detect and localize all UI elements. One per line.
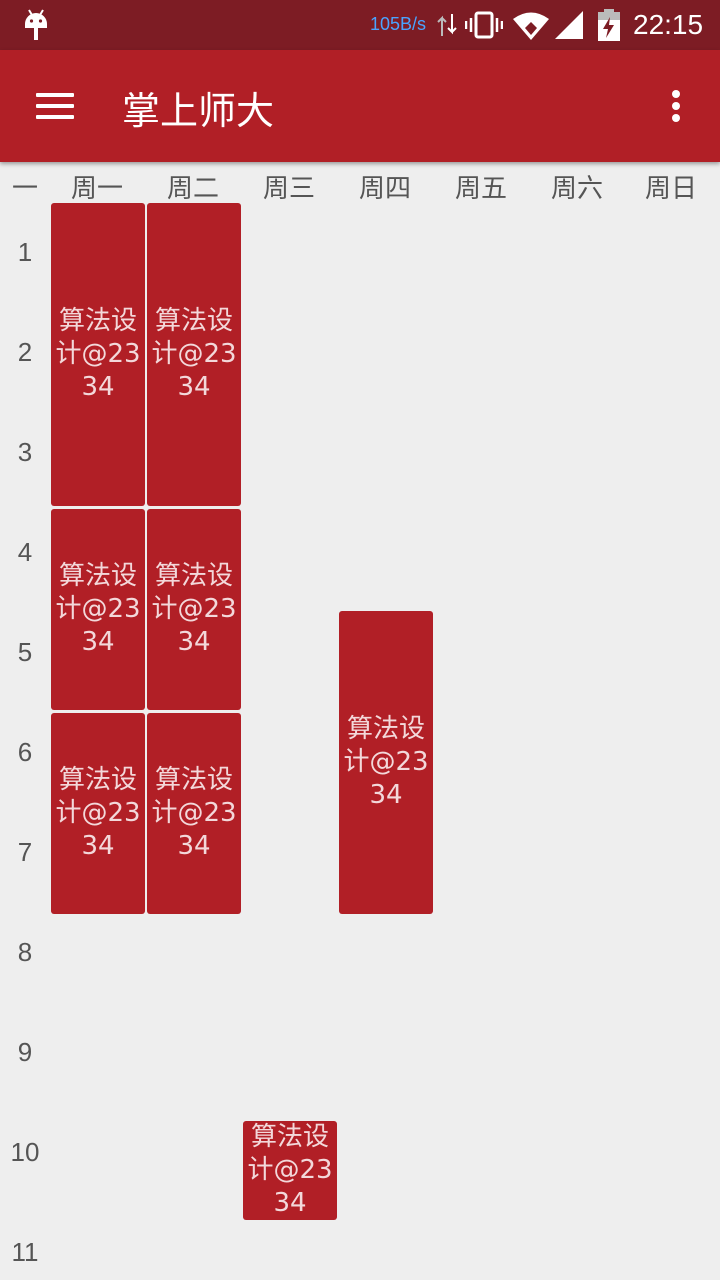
- period-number: 7: [17, 837, 33, 867]
- course-name: 算法设计: [151, 306, 233, 369]
- wifi-icon: [513, 12, 549, 44]
- clock: 22:15: [633, 9, 704, 40]
- android-debug-icon: [22, 8, 50, 46]
- course-block[interactable]: 算法设计@2334: [51, 713, 145, 914]
- course-room: @2334: [81, 594, 141, 657]
- day-header-fri: 周五: [454, 174, 507, 204]
- hamburger-menu-icon[interactable]: [36, 91, 76, 121]
- cell-signal-icon: [555, 11, 583, 43]
- period-number: 11: [11, 1237, 39, 1267]
- course-room: @2334: [177, 339, 237, 402]
- course-name: 算法设计: [151, 561, 233, 624]
- period-number: 6: [17, 737, 33, 767]
- period-number: 8: [17, 937, 33, 967]
- course-name: 算法设计: [55, 306, 137, 369]
- course-block[interactable]: 算法设计@2334: [51, 203, 145, 506]
- course-block[interactable]: 算法设计@2334: [147, 713, 241, 914]
- course-name: 算法设计: [55, 561, 137, 624]
- day-header-mon: 周一: [70, 174, 123, 204]
- day-header-thu: 周四: [358, 174, 411, 204]
- period-number: 5: [17, 637, 33, 667]
- period-number: 9: [17, 1037, 33, 1067]
- course-block[interactable]: 算法设计@2334: [147, 509, 241, 710]
- course-room: @2334: [273, 1155, 333, 1218]
- period-number: 3: [17, 437, 33, 467]
- week-header: 一 周一 周二 周三 周四 周五 周六 周日: [0, 162, 720, 204]
- course-name: 算法设计: [343, 714, 425, 777]
- period-number: 1: [17, 237, 33, 267]
- course-name: 算法设计: [55, 765, 137, 828]
- course-block[interactable]: 算法设计@2334: [147, 203, 241, 506]
- course-room: @2334: [81, 798, 141, 861]
- course-room: @2334: [177, 594, 237, 657]
- status-bar: 105B/s 22:15: [0, 0, 720, 50]
- day-header-sun: 周日: [644, 174, 697, 204]
- app-bar: 掌上师大: [0, 50, 720, 162]
- course-room: @2334: [177, 798, 237, 861]
- network-speed: 105B/s: [370, 14, 427, 34]
- course-name: 算法设计: [247, 1122, 329, 1185]
- day-header-tue: 周二: [166, 174, 219, 204]
- day-header-sat: 周六: [550, 174, 603, 204]
- day-header-wed: 周三: [262, 174, 315, 204]
- course-block[interactable]: 算法设计@2334: [339, 611, 433, 914]
- course-room: @2334: [369, 747, 429, 810]
- course-block[interactable]: 算法设计@2334: [243, 1121, 337, 1220]
- data-transfer-icon: [437, 12, 457, 42]
- course-block[interactable]: 算法设计@2334: [51, 509, 145, 710]
- week-corner-label: 一: [11, 174, 38, 204]
- app-title: 掌上师大: [122, 89, 275, 133]
- overflow-menu-icon[interactable]: [664, 86, 688, 126]
- period-number: 4: [17, 537, 33, 567]
- course-name: 算法设计: [151, 765, 233, 828]
- period-number: 2: [17, 337, 33, 367]
- battery-charging-icon: [598, 9, 620, 45]
- course-room: @2334: [81, 339, 141, 402]
- period-number: 10: [10, 1137, 40, 1167]
- vibrate-icon: [464, 11, 504, 43]
